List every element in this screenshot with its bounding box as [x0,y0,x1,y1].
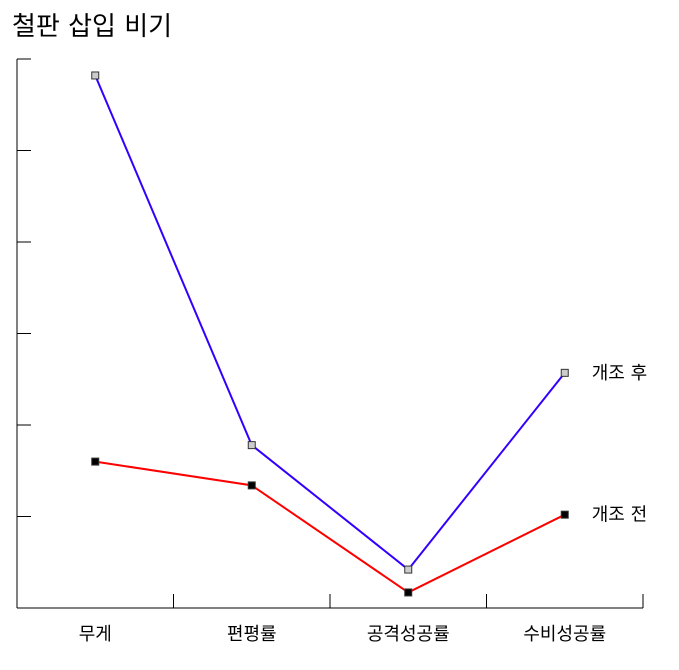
data-point [91,71,100,80]
x-tick-label: 수비성공률 [523,624,606,645]
data-point [247,481,256,490]
series-line [95,460,566,594]
x-tick-label: 무게 [79,624,112,645]
data-point [404,565,413,574]
data-point [560,368,569,377]
series-label: 개조 후 [592,363,647,384]
data-point [247,441,256,450]
chart-title: 철판 삽입 비기 [12,12,173,42]
data-point [91,457,100,466]
data-point [404,588,413,597]
x-tick-label: 공격성공률 [367,624,450,645]
series-line [94,75,566,571]
chart-series [91,71,569,597]
x-tick-label: 편평률 [227,624,277,645]
data-point [560,510,569,519]
series-label: 개조 전 [592,505,647,526]
chart-labels: 무게 편평률 공격성공률 수비성공률 개조 후개조 전 [79,363,647,645]
chart-axes [16,58,644,609]
